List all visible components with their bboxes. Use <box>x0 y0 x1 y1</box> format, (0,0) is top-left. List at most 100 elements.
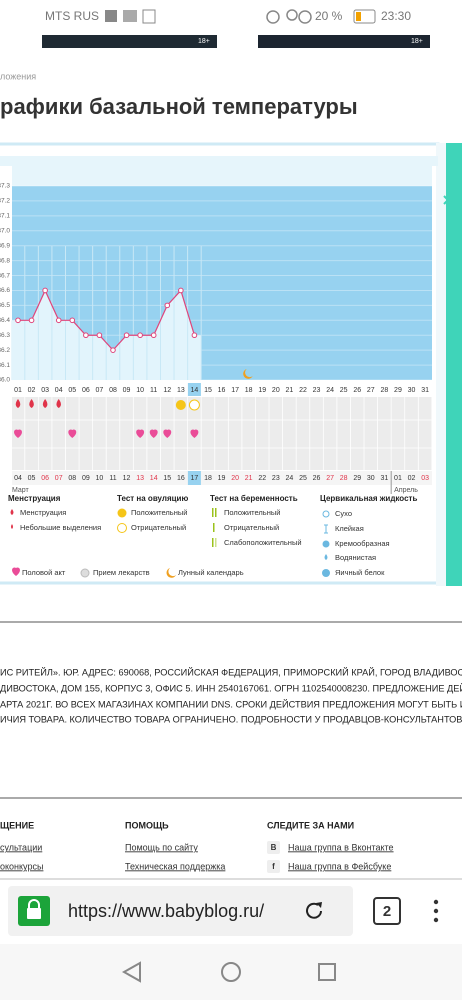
x-tick-label: 23 <box>313 387 321 394</box>
footer-link[interactable]: Наша группа в Вконтакте <box>288 842 394 852</box>
date-label: 29 <box>353 475 361 482</box>
date-label: 05 <box>28 475 36 482</box>
point <box>55 317 62 324</box>
point <box>191 332 198 339</box>
menstruation-mark <box>42 399 48 408</box>
legend-icon <box>322 510 330 518</box>
menstruation-mark <box>15 399 21 408</box>
scroll-arrow[interactable] <box>443 195 450 205</box>
y-tick-label: 36.8 <box>0 257 10 264</box>
browser-shadow <box>0 878 462 880</box>
legal-text: ИЧИЯ ТОВАРА. КОЛИЧЕСТВО ТОВАРА ОГРАНИЧЕН… <box>0 713 462 724</box>
x-tick-label: 19 <box>258 387 266 394</box>
footer-link[interactable]: Помощь по сайту <box>125 842 198 852</box>
date-label: 27 <box>326 475 334 482</box>
intercourse-mark <box>68 429 77 438</box>
x-tick-label: 12 <box>163 387 171 394</box>
x-tick-label: 11 <box>150 387 157 394</box>
social-icon-bg <box>267 841 280 854</box>
x-tick-label: 13 <box>177 387 185 394</box>
y-tick-label: 36.6 <box>0 287 10 294</box>
legal-text: ИС РИТЕЙЛ». ЮР. АДРЕС: 690068, РОССИЙСКА… <box>0 666 462 677</box>
url-field[interactable] <box>8 886 353 936</box>
social-icon[interactable]: B <box>271 843 277 852</box>
month-label: Март <box>12 487 30 494</box>
footer-heading: СЛЕДИТЕ ЗА НАМИ <box>267 820 354 830</box>
legend-title: Тест на беременность <box>210 494 298 503</box>
menstruation-mark <box>56 399 61 408</box>
footer-link[interactable]: Техническая поддержка <box>125 861 225 871</box>
legend-item: Отрицательный <box>224 523 279 532</box>
menstruation-mark <box>29 399 34 408</box>
x-tick-label: 10 <box>136 387 144 394</box>
footer-link[interactable]: Наша группа в Фейсбуке <box>288 861 391 871</box>
intercourse-mark <box>190 429 199 438</box>
point <box>164 302 171 309</box>
footer-link[interactable]: оконкурсы <box>0 861 43 871</box>
breadcrumb[interactable]: ложения <box>0 71 36 81</box>
ovulation-positive <box>175 400 186 410</box>
date-label: 26 <box>313 475 321 482</box>
date-label: 15 <box>163 475 171 482</box>
x-tick-label: 15 <box>204 387 212 394</box>
legend-icon <box>213 523 215 532</box>
chart: 36.0 36.1 36.2 36.3 36.4 36.5 36.6 36.7 36.8 36.9… <box>0 166 433 494</box>
location-icon <box>286 9 298 21</box>
x-tick-label: 01 <box>14 387 22 394</box>
home-button[interactable] <box>221 962 241 982</box>
ad-age: 18+ <box>411 38 423 45</box>
point <box>15 317 21 324</box>
date-label: 30 <box>367 475 375 482</box>
point <box>28 317 35 324</box>
social-icon[interactable]: f <box>272 862 275 871</box>
y-tick-label: 37.2 <box>0 198 10 205</box>
x-tick-label: 30 <box>408 387 416 394</box>
date-label: 12 <box>123 475 131 482</box>
point <box>96 332 103 339</box>
x-tick-label: 02 <box>28 387 36 394</box>
menu-dot[interactable] <box>433 899 439 905</box>
date-label: 20 <box>231 475 239 482</box>
date-label: 06 <box>41 475 49 482</box>
x-tick-label: 14 <box>191 387 199 394</box>
x-tick-label: 27 <box>367 387 375 394</box>
recents-button[interactable] <box>318 963 336 981</box>
menu-dot <box>433 908 439 914</box>
x-tick-label: 31 <box>421 387 429 394</box>
signal-icon <box>105 10 117 22</box>
date-label: 04 <box>14 475 22 482</box>
legend-icon <box>212 538 214 547</box>
x-tick-label: 26 <box>353 387 361 394</box>
status-bar <box>0 0 462 35</box>
point <box>69 317 76 324</box>
reload-icon[interactable] <box>306 902 322 919</box>
date-label: 02 <box>408 475 416 482</box>
back-button[interactable] <box>121 961 141 983</box>
battery-level <box>356 12 361 21</box>
side-gap <box>436 143 446 586</box>
y-tick-label: 36.0 <box>0 377 10 384</box>
legend-icon <box>117 508 127 518</box>
legend: Менструация Менструация Небольшие выделе… <box>8 494 417 578</box>
tabs-button[interactable] <box>373 897 401 925</box>
point <box>42 287 48 294</box>
x-tick-label: 16 <box>218 387 226 394</box>
url[interactable]: https://www.babyblog.ru/ <box>68 901 264 921</box>
footer-link[interactable]: сультации <box>0 842 42 852</box>
legend-item: Клейкая <box>335 524 364 533</box>
legend-item: Слабоположительный <box>224 538 302 547</box>
y-tick-label: 37.1 <box>0 213 10 220</box>
point <box>178 287 184 294</box>
legend-item: Водянистая <box>335 553 376 562</box>
y-tick-label: 36.4 <box>0 317 10 324</box>
temperature-line <box>18 289 195 352</box>
x-tick-label: 24 <box>326 387 334 394</box>
date-row <box>12 471 432 485</box>
legend-icon <box>215 538 217 547</box>
ad-image <box>258 35 430 48</box>
legal-text: ДИВОСТОКА, ДОМ 155, КОРПУС 3, ОФИС 5. ИН… <box>0 682 462 693</box>
social-icon-bg <box>267 860 280 873</box>
date-label: 28 <box>340 475 348 482</box>
y-tick-label: 36.5 <box>0 302 10 309</box>
legend-icon <box>10 509 14 515</box>
